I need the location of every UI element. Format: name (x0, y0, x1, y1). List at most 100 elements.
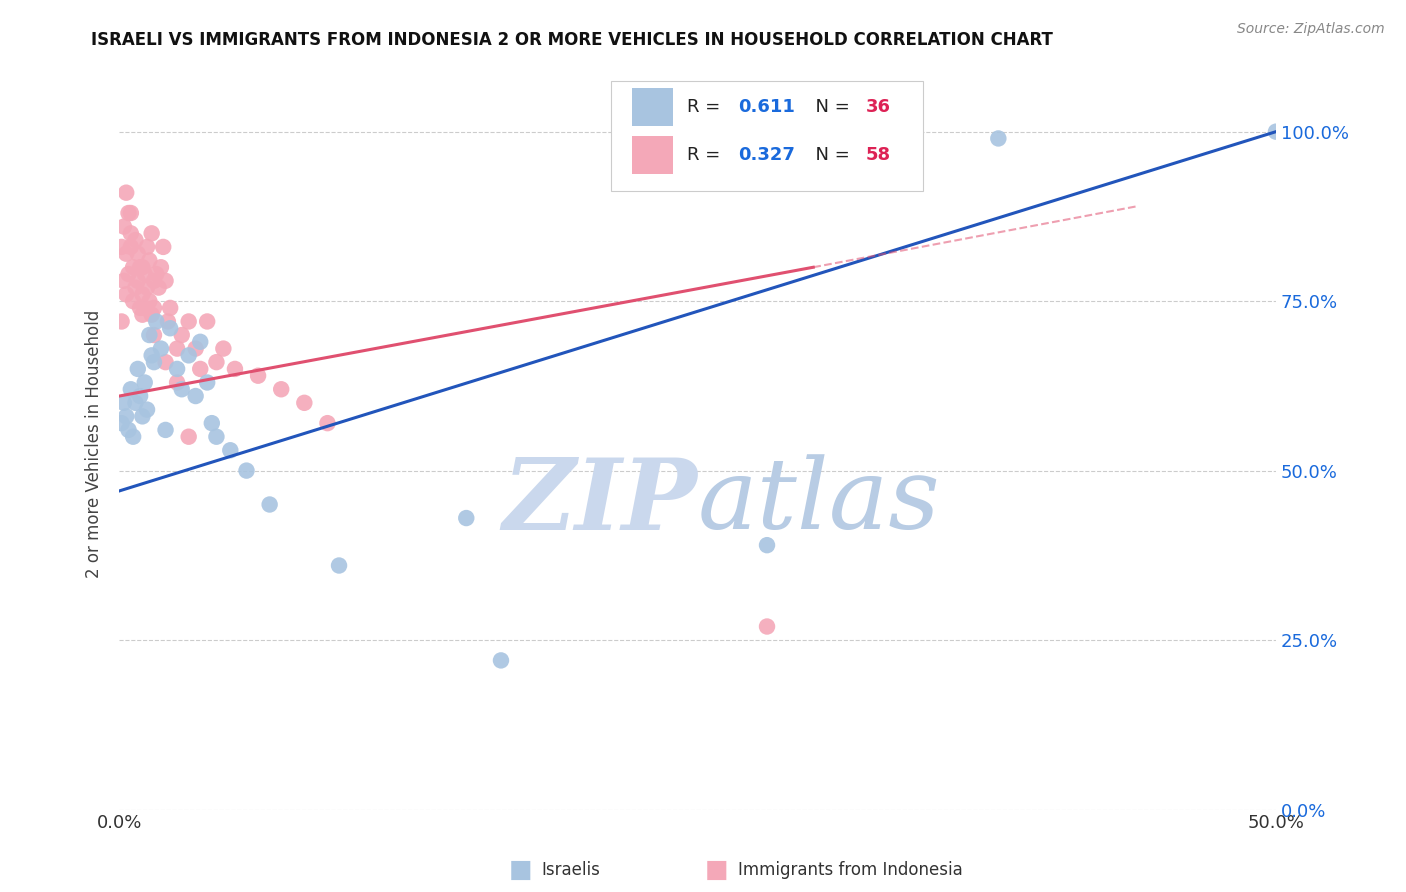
Point (127, 246, 149, 260)
Point (134, 376, 156, 390)
Point (149, 260, 172, 275)
Point (177, 348, 200, 362)
Point (120, 240, 142, 254)
Point (138, 294, 160, 309)
Text: Immigrants from Indonesia: Immigrants from Indonesia (738, 861, 963, 879)
Point (143, 355, 166, 369)
Point (328, 558, 350, 573)
Point (195, 376, 218, 390)
FancyBboxPatch shape (631, 88, 673, 127)
Text: R =: R = (688, 146, 727, 164)
Point (212, 342, 235, 356)
Point (184, 389, 207, 403)
Point (120, 206, 142, 220)
Point (115, 246, 138, 260)
Point (177, 430, 200, 444)
Point (166, 376, 188, 390)
Point (155, 355, 177, 369)
Text: Source: ZipAtlas.com: Source: ZipAtlas.com (1237, 22, 1385, 37)
FancyBboxPatch shape (610, 81, 924, 191)
Point (143, 274, 166, 288)
Point (166, 362, 188, 376)
Point (115, 186, 138, 200)
Point (756, 619, 779, 633)
Point (159, 321, 181, 335)
Point (224, 362, 246, 376)
Point (270, 382, 292, 396)
Point (152, 240, 174, 254)
Point (184, 342, 207, 356)
Point (124, 396, 146, 410)
Y-axis label: 2 or more Vehicles in Household: 2 or more Vehicles in Household (86, 310, 103, 578)
Text: 0.327: 0.327 (738, 146, 794, 164)
Point (156, 314, 179, 328)
Point (195, 314, 218, 328)
Point (131, 287, 153, 301)
Point (145, 314, 167, 328)
Point (188, 362, 211, 376)
Point (134, 301, 156, 315)
Text: Israelis: Israelis (541, 861, 600, 879)
Text: atlas: atlas (697, 454, 941, 549)
Point (136, 280, 159, 294)
Point (166, 342, 188, 356)
Point (110, 314, 132, 328)
Point (987, 131, 1010, 145)
Point (120, 382, 142, 396)
Point (201, 416, 224, 430)
Point (489, 653, 512, 667)
Point (134, 267, 156, 281)
Text: ZIP: ZIP (502, 454, 697, 550)
Point (120, 227, 142, 241)
Point (259, 498, 281, 512)
Point (148, 280, 170, 294)
Point (141, 348, 163, 362)
Point (129, 301, 152, 315)
Point (145, 267, 167, 281)
Point (292, 396, 315, 410)
Point (110, 240, 132, 254)
Point (155, 274, 177, 288)
Point (127, 274, 149, 288)
Point (138, 328, 160, 343)
Text: N =: N = (804, 98, 855, 117)
Point (117, 206, 139, 220)
Point (131, 260, 153, 275)
Point (170, 328, 193, 343)
Point (129, 389, 152, 403)
Point (136, 402, 159, 417)
Point (117, 267, 139, 281)
Text: N =: N = (804, 146, 855, 164)
Point (136, 240, 159, 254)
Text: 36: 36 (865, 98, 890, 117)
Point (115, 287, 138, 301)
Point (219, 443, 242, 458)
Point (316, 416, 339, 430)
Point (205, 355, 228, 369)
Point (110, 416, 132, 430)
Point (112, 274, 135, 288)
Point (112, 219, 135, 234)
Point (235, 464, 257, 478)
Point (122, 260, 145, 275)
Point (177, 314, 200, 328)
Point (1265, 125, 1288, 139)
Point (122, 430, 145, 444)
Point (112, 396, 135, 410)
Point (115, 409, 138, 424)
Point (159, 301, 181, 315)
Point (155, 423, 177, 437)
Point (149, 342, 172, 356)
Text: R =: R = (688, 98, 727, 117)
Point (247, 368, 270, 383)
Point (138, 253, 160, 268)
Text: 58: 58 (865, 146, 890, 164)
Point (756, 538, 779, 552)
Point (131, 308, 153, 322)
Point (122, 294, 145, 309)
Point (129, 260, 152, 275)
Text: ■: ■ (509, 858, 531, 881)
Point (117, 423, 139, 437)
Point (456, 511, 478, 525)
Text: ■: ■ (706, 858, 728, 881)
